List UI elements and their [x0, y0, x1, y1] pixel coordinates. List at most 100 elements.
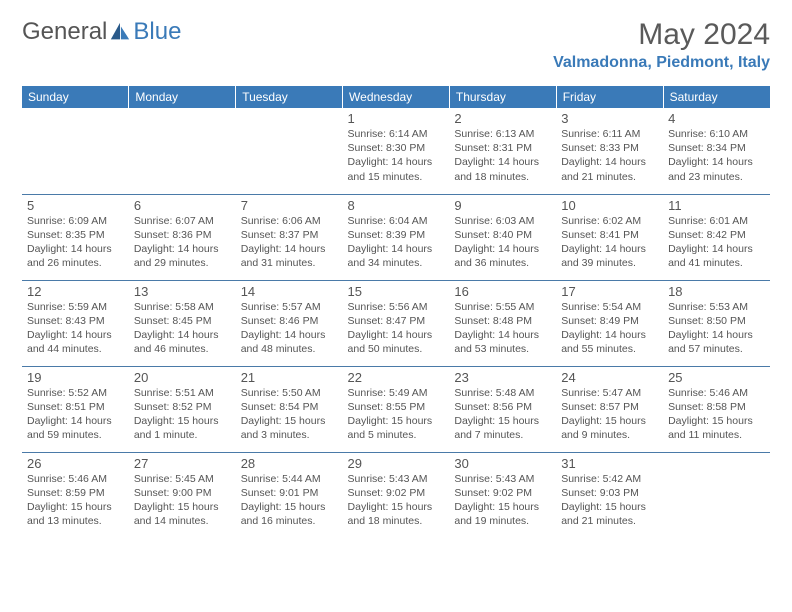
day-info-line: Daylight: 14 hours: [27, 242, 124, 256]
day-number: 25: [668, 370, 765, 385]
day-info-line: and 26 minutes.: [27, 256, 124, 270]
day-number: 7: [241, 198, 338, 213]
day-info-line: and 5 minutes.: [348, 428, 445, 442]
day-info-line: Sunset: 9:01 PM: [241, 486, 338, 500]
day-info-line: and 23 minutes.: [668, 170, 765, 184]
day-info-line: Sunrise: 5:55 AM: [454, 300, 551, 314]
day-info: Sunrise: 6:02 AMSunset: 8:41 PMDaylight:…: [561, 214, 658, 271]
day-info-line: Daylight: 15 hours: [134, 414, 231, 428]
day-info-line: Daylight: 14 hours: [454, 328, 551, 342]
day-info-line: Sunset: 9:02 PM: [454, 486, 551, 500]
calendar-cell: 28Sunrise: 5:44 AMSunset: 9:01 PMDayligh…: [236, 452, 343, 538]
day-info-line: and 44 minutes.: [27, 342, 124, 356]
day-info: Sunrise: 5:44 AMSunset: 9:01 PMDaylight:…: [241, 472, 338, 529]
day-info-line: Daylight: 15 hours: [454, 414, 551, 428]
day-info-line: Sunset: 8:52 PM: [134, 400, 231, 414]
day-info-line: Sunset: 9:02 PM: [348, 486, 445, 500]
month-title: May 2024: [553, 18, 770, 52]
day-info-line: and 53 minutes.: [454, 342, 551, 356]
day-info-line: Sunrise: 5:58 AM: [134, 300, 231, 314]
day-info: Sunrise: 6:07 AMSunset: 8:36 PMDaylight:…: [134, 214, 231, 271]
day-info-line: and 21 minutes.: [561, 514, 658, 528]
day-info-line: Daylight: 15 hours: [241, 414, 338, 428]
day-info-line: Sunset: 8:35 PM: [27, 228, 124, 242]
day-number: 31: [561, 456, 658, 471]
day-info-line: and 41 minutes.: [668, 256, 765, 270]
day-number: 26: [27, 456, 124, 471]
weekday-header: Friday: [556, 86, 663, 108]
calendar-cell: 10Sunrise: 6:02 AMSunset: 8:41 PMDayligh…: [556, 194, 663, 280]
day-info-line: Daylight: 14 hours: [561, 242, 658, 256]
day-info: Sunrise: 5:50 AMSunset: 8:54 PMDaylight:…: [241, 386, 338, 443]
day-info: Sunrise: 6:04 AMSunset: 8:39 PMDaylight:…: [348, 214, 445, 271]
day-info: Sunrise: 6:06 AMSunset: 8:37 PMDaylight:…: [241, 214, 338, 271]
calendar-cell: 12Sunrise: 5:59 AMSunset: 8:43 PMDayligh…: [22, 280, 129, 366]
day-info: Sunrise: 5:49 AMSunset: 8:55 PMDaylight:…: [348, 386, 445, 443]
day-info-line: Sunset: 8:31 PM: [454, 141, 551, 155]
day-info-line: Daylight: 15 hours: [348, 414, 445, 428]
calendar-cell: 29Sunrise: 5:43 AMSunset: 9:02 PMDayligh…: [343, 452, 450, 538]
weekday-header-row: Sunday Monday Tuesday Wednesday Thursday…: [22, 86, 770, 108]
calendar-row: 26Sunrise: 5:46 AMSunset: 8:59 PMDayligh…: [22, 452, 770, 538]
day-info: Sunrise: 5:45 AMSunset: 9:00 PMDaylight:…: [134, 472, 231, 529]
calendar-cell: [22, 108, 129, 194]
day-number: 13: [134, 284, 231, 299]
day-info-line: Sunrise: 6:11 AM: [561, 127, 658, 141]
day-info: Sunrise: 5:57 AMSunset: 8:46 PMDaylight:…: [241, 300, 338, 357]
day-info: Sunrise: 5:47 AMSunset: 8:57 PMDaylight:…: [561, 386, 658, 443]
day-info-line: Daylight: 14 hours: [561, 155, 658, 169]
day-info-line: and 36 minutes.: [454, 256, 551, 270]
day-info-line: Sunrise: 6:02 AM: [561, 214, 658, 228]
day-info-line: and 59 minutes.: [27, 428, 124, 442]
day-info-line: and 11 minutes.: [668, 428, 765, 442]
day-info-line: Sunrise: 5:44 AM: [241, 472, 338, 486]
calendar-cell: [663, 452, 770, 538]
day-info-line: Sunrise: 6:09 AM: [27, 214, 124, 228]
day-info-line: Daylight: 14 hours: [454, 155, 551, 169]
calendar-cell: 8Sunrise: 6:04 AMSunset: 8:39 PMDaylight…: [343, 194, 450, 280]
day-info-line: Sunrise: 6:10 AM: [668, 127, 765, 141]
calendar-cell: [236, 108, 343, 194]
day-number: 1: [348, 111, 445, 126]
day-info-line: Sunrise: 5:50 AM: [241, 386, 338, 400]
location: Valmadonna, Piedmont, Italy: [553, 54, 770, 72]
day-info-line: and 19 minutes.: [454, 514, 551, 528]
day-info-line: Daylight: 15 hours: [668, 414, 765, 428]
day-info-line: Sunrise: 6:07 AM: [134, 214, 231, 228]
day-info-line: Sunrise: 5:48 AM: [454, 386, 551, 400]
day-info: Sunrise: 5:51 AMSunset: 8:52 PMDaylight:…: [134, 386, 231, 443]
weekday-header: Tuesday: [236, 86, 343, 108]
day-info-line: Sunset: 8:33 PM: [561, 141, 658, 155]
day-info-line: Sunset: 8:42 PM: [668, 228, 765, 242]
day-number: 8: [348, 198, 445, 213]
day-info-line: Sunrise: 6:04 AM: [348, 214, 445, 228]
day-info-line: Sunrise: 5:51 AM: [134, 386, 231, 400]
day-info-line: Sunrise: 6:13 AM: [454, 127, 551, 141]
calendar-cell: 11Sunrise: 6:01 AMSunset: 8:42 PMDayligh…: [663, 194, 770, 280]
day-info-line: and 7 minutes.: [454, 428, 551, 442]
day-info-line: Sunrise: 5:45 AM: [134, 472, 231, 486]
day-info-line: and 46 minutes.: [134, 342, 231, 356]
day-info: Sunrise: 6:11 AMSunset: 8:33 PMDaylight:…: [561, 127, 658, 184]
day-number: 6: [134, 198, 231, 213]
logo-text-blue: Blue: [133, 18, 181, 46]
day-info-line: Daylight: 15 hours: [454, 500, 551, 514]
day-info-line: Sunrise: 5:46 AM: [668, 386, 765, 400]
day-info: Sunrise: 6:09 AMSunset: 8:35 PMDaylight:…: [27, 214, 124, 271]
day-info-line: Sunset: 9:03 PM: [561, 486, 658, 500]
calendar-cell: 19Sunrise: 5:52 AMSunset: 8:51 PMDayligh…: [22, 366, 129, 452]
day-info: Sunrise: 5:48 AMSunset: 8:56 PMDaylight:…: [454, 386, 551, 443]
day-info-line: and 34 minutes.: [348, 256, 445, 270]
calendar-cell: 3Sunrise: 6:11 AMSunset: 8:33 PMDaylight…: [556, 108, 663, 194]
calendar-cell: 18Sunrise: 5:53 AMSunset: 8:50 PMDayligh…: [663, 280, 770, 366]
calendar-cell: 13Sunrise: 5:58 AMSunset: 8:45 PMDayligh…: [129, 280, 236, 366]
day-info-line: Sunset: 8:49 PM: [561, 314, 658, 328]
calendar-cell: 2Sunrise: 6:13 AMSunset: 8:31 PMDaylight…: [449, 108, 556, 194]
day-info-line: Sunset: 8:51 PM: [27, 400, 124, 414]
day-number: 9: [454, 198, 551, 213]
calendar-cell: 30Sunrise: 5:43 AMSunset: 9:02 PMDayligh…: [449, 452, 556, 538]
day-number: 10: [561, 198, 658, 213]
day-number: 24: [561, 370, 658, 385]
day-number: 23: [454, 370, 551, 385]
day-info-line: Sunset: 8:37 PM: [241, 228, 338, 242]
